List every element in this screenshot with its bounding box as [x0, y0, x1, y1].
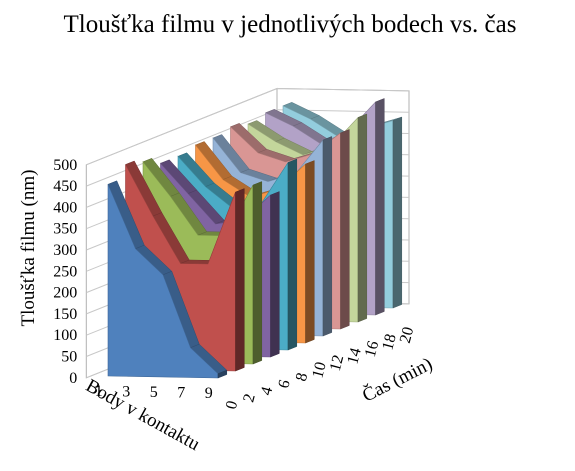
y-tick-label: 0: [223, 399, 241, 411]
series-layer: [107, 98, 403, 379]
x-tick-label: 1: [95, 383, 103, 400]
band-end-cap: [287, 158, 298, 351]
gridline: [86, 87, 410, 166]
z-tick-label: 300: [53, 242, 77, 259]
band-end-cap: [252, 181, 263, 365]
x-tick-label: 3: [122, 384, 130, 401]
y-tick-label: 20: [397, 325, 418, 345]
z-tick-label: 100: [53, 327, 77, 344]
y-tick-label: 4: [258, 385, 276, 397]
y-tick-label: 14: [344, 346, 365, 366]
y-tick-label: 10: [309, 360, 330, 380]
z-tick-label: 350: [53, 221, 77, 238]
band-end-cap: [217, 369, 228, 379]
band-end-cap: [270, 191, 280, 358]
band-end-cap: [235, 188, 245, 372]
y-axis-label: Čas (min): [359, 353, 436, 407]
x-tick-label: 5: [150, 384, 158, 401]
y-tick-label: 2: [240, 392, 258, 404]
x-tick-label: 9: [205, 385, 213, 402]
band-end-cap: [305, 160, 315, 344]
z-tick-label: 500: [53, 157, 77, 174]
y-tick-label: 16: [362, 339, 383, 359]
z-tick-label: 450: [53, 178, 77, 195]
y-tick-label: 8: [293, 371, 311, 383]
band-end-cap: [392, 116, 403, 309]
z-tick-label: 200: [53, 285, 77, 302]
z-tick-label: 400: [53, 199, 77, 216]
band-end-cap: [322, 136, 333, 337]
y-tick-label: 12: [327, 353, 348, 373]
y-tick-label: 6: [275, 378, 293, 390]
z-tick-label: 0: [69, 370, 77, 387]
band-end-cap: [340, 129, 350, 330]
band-end-cap: [357, 113, 368, 323]
z-tick-label: 150: [53, 306, 77, 323]
x-axis-label: Body v kontaktu: [82, 375, 203, 455]
x-tick-label: 7: [177, 385, 185, 402]
z-axis-label: Tloušťka filmu (nm): [18, 170, 39, 327]
y-tick-label: 18: [379, 332, 400, 352]
chart-title: Tloušťka filmu v jednotlivých bodech vs.…: [64, 11, 517, 38]
series-band-0: [107, 180, 228, 379]
band-end-cap: [375, 98, 385, 316]
z-tick-label: 250: [53, 263, 77, 280]
z-tick-label: 50: [61, 349, 77, 366]
